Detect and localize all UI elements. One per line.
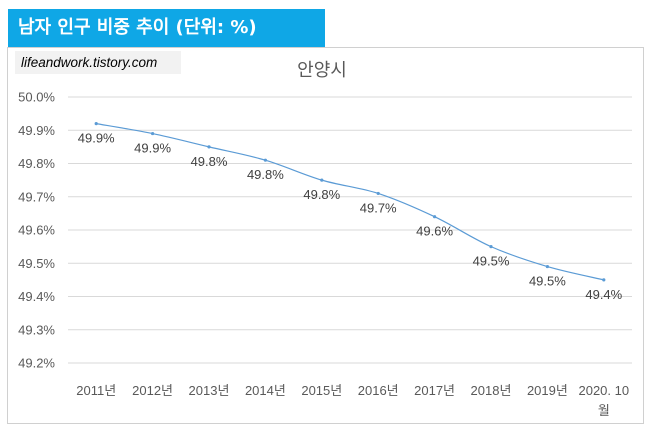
data-label: 49.8% xyxy=(247,167,284,182)
data-label: 49.4% xyxy=(585,287,622,302)
y-tick-label: 49.4% xyxy=(18,289,55,304)
data-point xyxy=(151,131,155,136)
y-tick-label: 49.8% xyxy=(18,156,55,171)
data-label: 49.9% xyxy=(134,141,171,156)
data-point xyxy=(602,278,606,282)
data-point xyxy=(545,264,550,269)
data-label: 49.8% xyxy=(303,187,340,202)
chart-title: 안양시 xyxy=(297,60,347,81)
x-tick-label: 2019년 xyxy=(527,383,568,398)
gridlines xyxy=(68,96,632,364)
chart-title-banner: 남자 인구 비중 추이 (단위: %) xyxy=(8,9,325,47)
series-line xyxy=(96,123,604,281)
x-tick-label: 2015년 xyxy=(301,383,342,398)
data-point xyxy=(263,158,267,162)
y-axis-ticks: 49.2% 49.3% 49.4% 49.5% 49.6% 49.7% 49.8% 49.9%… xyxy=(18,90,55,371)
x-tick-label: 2011년 xyxy=(76,383,116,398)
y-tick-label: 49.3% xyxy=(18,322,55,337)
x-tick-label: 2012년 xyxy=(132,383,173,398)
data-point xyxy=(433,215,437,219)
y-tick-label: 49.2% xyxy=(18,356,55,371)
data-label: 49.7% xyxy=(360,200,397,215)
data-label: 49.6% xyxy=(416,224,453,239)
y-tick-label: 49.7% xyxy=(18,189,55,204)
x-tick-label: 2020. 10 월 xyxy=(578,383,629,418)
x-tick-label: 2016년 xyxy=(358,383,399,398)
data-label: 49.9% xyxy=(78,131,115,146)
y-tick-label: 49.6% xyxy=(18,223,55,238)
x-axis-ticks: 2011년 2012년 2013년 2014년 2015년 2016년 2017년 2018년… xyxy=(76,383,629,418)
x-tick-label: 2017년 xyxy=(414,383,455,398)
y-tick-label: 50.0% xyxy=(18,90,55,105)
y-tick-label: 49.5% xyxy=(18,256,55,271)
y-tick-label: 49.9% xyxy=(18,123,55,138)
x-tick-label: 2014년 xyxy=(245,383,286,398)
chart-frame xyxy=(7,47,644,424)
data-point xyxy=(94,122,98,126)
data-point xyxy=(207,145,211,149)
series-line-group xyxy=(94,122,606,282)
data-label: 49.5% xyxy=(529,274,566,289)
data-label: 49.5% xyxy=(473,254,510,269)
data-labels: 49.9% 49.9% 49.8% 49.8% 49.8% 49.7% 49.6% 49.5%… xyxy=(78,131,623,302)
x-tick-label: 2018년 xyxy=(471,383,512,398)
data-point xyxy=(489,245,493,249)
watermark-label: lifeandwork.tistory.com xyxy=(15,51,181,74)
data-label: 49.8% xyxy=(191,154,228,169)
data-point xyxy=(320,178,324,182)
data-point xyxy=(376,191,380,196)
x-tick-label: 2013년 xyxy=(189,383,230,398)
